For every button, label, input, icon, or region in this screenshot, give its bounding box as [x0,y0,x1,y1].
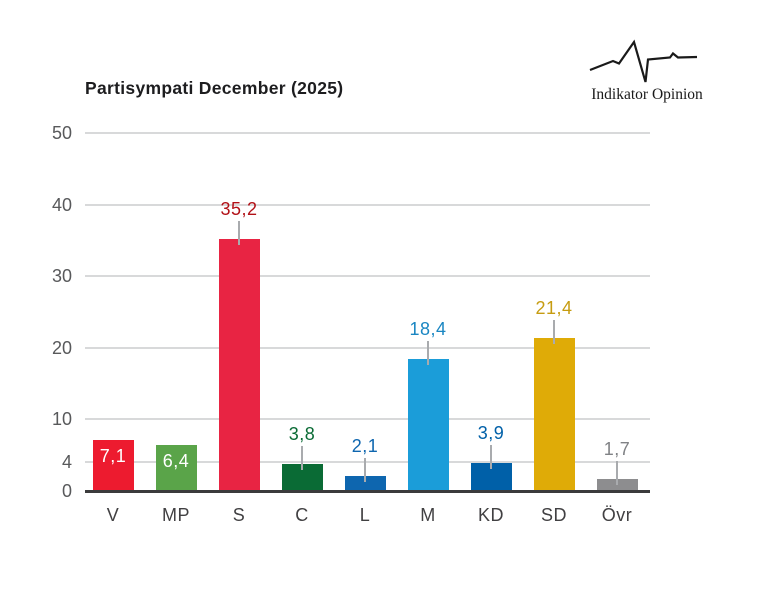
axis-baseline [85,489,650,493]
chart-title: Partisympati December (2025) [85,78,344,98]
x-axis-label-M: M [420,505,436,525]
bar-value-label: 21,4 [535,297,573,318]
gridline [85,418,650,421]
x-axis-label-V: V [106,505,120,525]
y-tick-label: 10 [51,409,72,430]
label-stem [553,319,555,344]
y-tick-label: 20 [51,337,72,358]
x-axis-label-C: C [295,505,309,525]
x-axis-label-KD: KD [477,505,504,525]
y-tick-label: 40 [51,194,72,215]
label-stem [427,341,429,366]
label-stem [301,445,303,470]
bar-L [344,475,386,491]
bar-M [407,359,449,491]
logo: Indikator Opinion [583,34,711,104]
bar-MP [155,445,197,491]
label-stem [490,445,492,470]
logo-text: Indikator Opinion [591,86,703,103]
x-axis-label-S: S [232,505,246,525]
gridline [85,346,650,349]
bar-S [218,238,260,491]
bar-SD [533,337,575,491]
y-tick-label: 50 [51,123,72,143]
bar-value-label: 35,2 [220,198,258,219]
gridline [85,275,650,278]
bar-value-label: 18,4 [409,319,447,340]
y-tick-label: 4 [61,452,72,473]
bar-value-label: 2,1 [351,435,379,456]
bar-value-label: 6,4 [162,451,190,472]
bar-value-label: 3,8 [288,423,316,444]
gridline [85,203,650,206]
bar-value-label: 3,9 [477,423,505,444]
x-axis-label-Övr: Övr [601,505,633,525]
gridline [85,132,650,134]
bar-value-label: 1,7 [603,438,631,459]
label-stem [616,460,618,485]
ekg-pulse-icon [589,39,698,83]
x-axis-label-SD: SD [540,505,567,525]
bar-value-label: 7,1 [99,446,127,467]
gridline [85,461,650,464]
label-stem [364,457,366,482]
x-axis-label-MP: MP [162,505,190,525]
y-tick-label: 0 [61,481,72,501]
bar-Övr [596,478,638,491]
y-tick-label: 30 [51,266,72,287]
label-stem [238,220,240,245]
bar-V [92,440,134,491]
x-axis-label-L: L [359,505,371,525]
